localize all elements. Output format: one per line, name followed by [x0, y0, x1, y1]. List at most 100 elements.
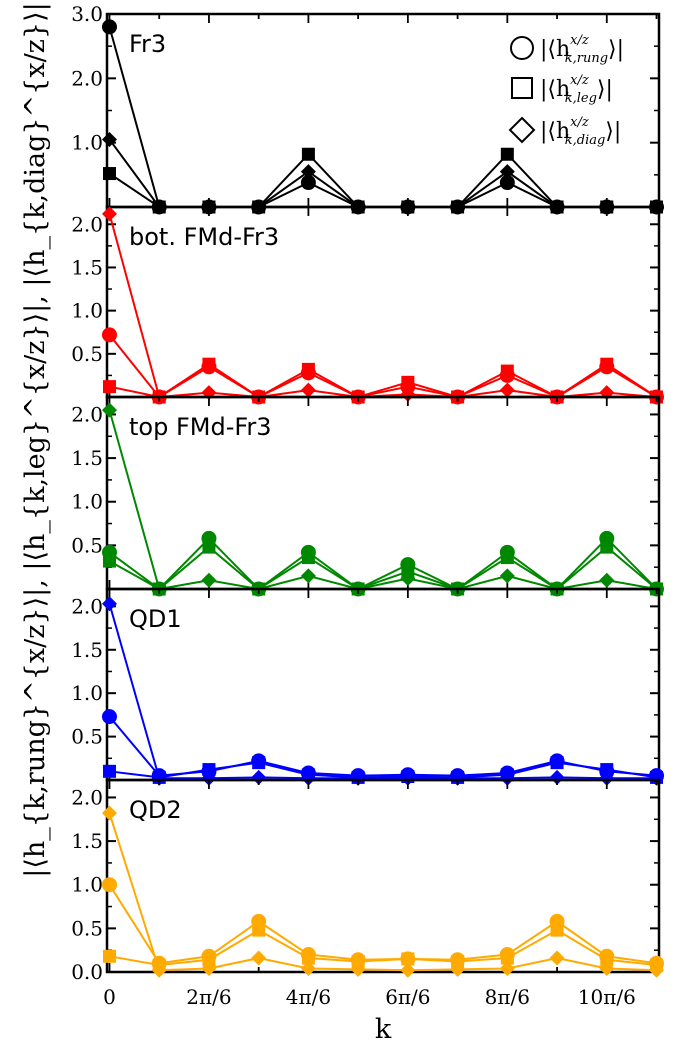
- legend-label-sub: k,leg: [565, 91, 597, 106]
- data-point-diamond: [599, 770, 615, 786]
- panel-frame: [105, 778, 661, 974]
- data-point-square: [202, 953, 216, 967]
- data-point-diamond: [300, 382, 316, 398]
- x-axis: 0 2π/6 4π/6 6π/6 8π/6 10π/6 k: [103, 985, 636, 1045]
- data-point-diamond: [499, 382, 515, 398]
- data-point-diamond: [300, 164, 316, 180]
- data-point-diamond: [400, 770, 416, 786]
- data-point-square: [401, 375, 415, 389]
- data-point-square: [301, 362, 315, 376]
- data-point-square: [351, 955, 365, 969]
- y-tick-label: 1.5: [71, 446, 103, 470]
- data-point-circle: [101, 877, 117, 893]
- data-point-diamond: [649, 962, 665, 978]
- series-line-diamond: [108, 812, 657, 972]
- data-point-diamond: [101, 596, 117, 612]
- data-point-diamond: [300, 568, 316, 584]
- x-tick-label: 0: [103, 985, 116, 1009]
- y-tick-label: 1.5: [71, 638, 103, 662]
- series-line-square: [109, 928, 657, 967]
- data-point-diamond: [499, 961, 515, 977]
- data-point-square: [600, 540, 614, 554]
- legend-marker-square: [511, 77, 533, 99]
- data-point-square: [202, 763, 216, 777]
- y-tick-label: 1.0: [71, 681, 103, 705]
- data-point-square: [102, 380, 116, 394]
- data-point-circle: [101, 709, 117, 725]
- y-tick-label: 1.0: [71, 131, 103, 155]
- data-point-square: [500, 364, 514, 378]
- data-point-square: [550, 923, 564, 937]
- panel-label: QD2: [129, 796, 182, 824]
- data-point-diamond: [450, 961, 466, 977]
- panel-4: 0.5 1.0 1.5 2.0 QD1: [71, 587, 665, 786]
- data-point-square: [500, 551, 514, 565]
- series-line-diamond: [108, 138, 657, 208]
- series-line-square: [109, 761, 657, 779]
- panel-5: 0.0 0.5 1.0 1.5 2.0 QD2: [71, 778, 665, 984]
- data-point-square: [252, 923, 266, 937]
- data-point-square: [102, 949, 116, 963]
- series-line-circle: [108, 715, 657, 777]
- data-point-square: [600, 763, 614, 777]
- data-point-square: [401, 952, 415, 966]
- x-tick-label: 10π/6: [578, 985, 636, 1009]
- data-point-diamond: [101, 402, 117, 418]
- data-point-square: [600, 357, 614, 371]
- y-tick-label: 1.0: [71, 490, 103, 514]
- data-point-square: [451, 955, 465, 969]
- x-tick-label: 8π/6: [485, 985, 530, 1009]
- legend-label: |⟨hx/z k,leg⟩|: [540, 73, 613, 106]
- y-axis-title-group: |⟨h_{k,rung}^{x/z}⟩|, |⟨h_{k,leg}^{x/z}⟩…: [20, 2, 51, 877]
- data-point-square: [600, 953, 614, 967]
- data-point-circle: [300, 175, 316, 191]
- y-axis-title: |⟨h_{k,rung}^{x/z}⟩|, |⟨h_{k,leg}^{x/z}⟩…: [20, 2, 51, 877]
- data-point-diamond: [300, 770, 316, 786]
- data-point-diamond: [101, 131, 117, 147]
- series-line-square: [109, 362, 658, 399]
- panel-label: top FMd-Fr3: [129, 413, 272, 441]
- data-point-diamond: [599, 572, 615, 588]
- data-point-square: [301, 551, 315, 565]
- series-line-circle: [108, 884, 657, 965]
- panel-frame: [105, 587, 661, 782]
- y-tick-label: 3.0: [71, 2, 103, 26]
- data-point-diamond: [599, 961, 615, 977]
- legend: |⟨hx/z k,rung⟩||⟨hx/z k,leg⟩||⟨hx/z k,diag⟩…: [508, 33, 624, 148]
- legend-label-sup: x/z: [570, 33, 589, 48]
- data-point-diamond: [499, 164, 515, 180]
- y-tick-label: 2.0: [71, 594, 103, 618]
- panel-label: QD1: [129, 605, 182, 633]
- y-tick-label: 2.0: [71, 212, 103, 236]
- data-point-square: [102, 554, 116, 568]
- data-point-circle: [101, 19, 117, 35]
- data-point-square: [202, 357, 216, 371]
- data-point-square: [500, 147, 514, 161]
- y-tick-label: 1.0: [71, 299, 103, 323]
- legend-label-sup: x/z: [570, 73, 589, 88]
- legend-label-main: |⟨h: [540, 77, 570, 102]
- series-line-square: [108, 545, 658, 591]
- legend-label-end: ⟩|: [605, 119, 621, 144]
- data-point-diamond: [151, 770, 167, 786]
- y-tick-label: 0.5: [71, 342, 103, 366]
- legend-label: |⟨hx/z k,rung⟩|: [540, 33, 624, 66]
- data-point-diamond: [151, 962, 167, 978]
- y-tick-label: 2.0: [71, 66, 103, 90]
- y-tick-label: 2.0: [71, 785, 103, 809]
- series-line-diamond: [108, 603, 657, 780]
- data-point-square: [301, 951, 315, 965]
- data-point-diamond: [201, 572, 217, 588]
- data-point-diamond: [201, 961, 217, 977]
- y-tick-label: 2.0: [71, 402, 103, 426]
- data-point-diamond: [649, 770, 665, 786]
- legend-marker-circle: [510, 36, 534, 60]
- series-line-circle: [108, 536, 658, 591]
- data-point-diamond: [350, 961, 366, 977]
- data-point-square: [301, 147, 315, 161]
- y-tick-label: 0.5: [71, 533, 103, 557]
- data-point-diamond: [450, 770, 466, 786]
- data-point-diamond: [101, 805, 117, 821]
- data-point-diamond: [499, 770, 515, 786]
